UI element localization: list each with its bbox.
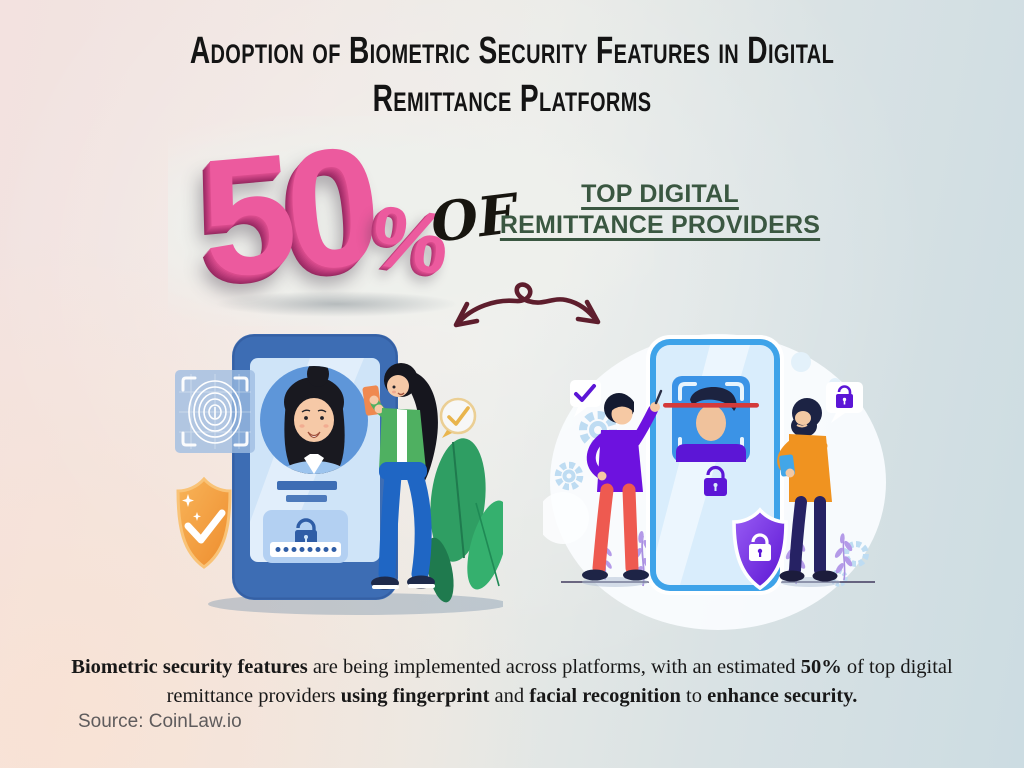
shield-check-icon xyxy=(176,476,232,569)
man-with-phone xyxy=(777,398,838,582)
lock-bubble-icon xyxy=(826,382,863,423)
user-avatar xyxy=(260,366,368,474)
plant-leaves-icon xyxy=(426,438,503,603)
security-shield-lock-icon xyxy=(732,507,788,591)
face-scan-icon xyxy=(663,376,759,462)
page-title: Adoption of Biometric Security Features … xyxy=(133,28,891,124)
stat-floor-shadow xyxy=(214,291,459,317)
description-text: Biometric security features are being im… xyxy=(71,655,953,708)
stat-backdrop xyxy=(168,116,654,326)
stat-subject-line1: TOP DIGITAL xyxy=(581,180,739,208)
check-bubble-icon xyxy=(570,380,601,417)
stat-subject-line2: REMITTANCE PROVIDERS xyxy=(499,211,821,239)
padlock-icon xyxy=(704,465,727,496)
fingerprint-login-illustration xyxy=(175,334,503,615)
checkmark-bubble-icon xyxy=(439,397,477,438)
man-touching-screen xyxy=(582,389,663,581)
stat-subject: TOP DIGITAL REMITTANCE PROVIDERS xyxy=(480,179,840,241)
stat-value: 50 xyxy=(194,111,379,314)
woman-holding-phone xyxy=(362,363,438,590)
page-title-line2: Remittance Platforms xyxy=(372,77,652,120)
password-field[interactable] xyxy=(263,510,348,563)
source-attribution: Source: CoinLaw.io xyxy=(78,711,242,732)
facial-recognition-illustration xyxy=(543,334,886,630)
page-title-line1: Adoption of Biometric Security Features … xyxy=(189,30,835,72)
fingerprint-scanner-icon xyxy=(175,370,255,453)
stat-50-percent: 50 % xyxy=(194,111,455,314)
placeholder-bar xyxy=(277,481,337,490)
placeholder-bar xyxy=(286,495,327,502)
doodle-double-arrow-icon xyxy=(453,282,601,328)
